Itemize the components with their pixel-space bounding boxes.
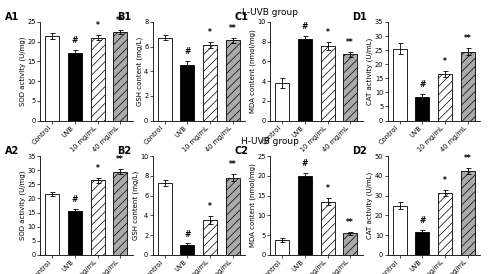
Bar xyxy=(90,180,104,255)
Bar xyxy=(203,45,217,121)
Bar xyxy=(298,39,312,121)
Text: *: * xyxy=(96,164,100,173)
Text: B1: B1 xyxy=(118,12,132,22)
Y-axis label: SOD activity (U/mg): SOD activity (U/mg) xyxy=(20,36,26,106)
Text: B2: B2 xyxy=(118,146,132,156)
Y-axis label: MDA content (nmol/mg): MDA content (nmol/mg) xyxy=(250,29,256,113)
Bar xyxy=(343,233,357,255)
Bar xyxy=(438,193,452,255)
Bar xyxy=(68,211,82,255)
Text: #: # xyxy=(184,230,190,239)
Text: D1: D1 xyxy=(352,12,367,22)
Text: C2: C2 xyxy=(235,146,249,156)
Bar xyxy=(320,202,334,255)
Bar xyxy=(46,36,60,121)
Text: H-UVB group: H-UVB group xyxy=(241,137,299,146)
Bar xyxy=(180,245,194,255)
Text: #: # xyxy=(302,159,308,168)
Bar xyxy=(276,240,289,255)
Bar xyxy=(416,232,430,255)
Bar xyxy=(393,49,407,121)
Y-axis label: GSH content (mg/L): GSH content (mg/L) xyxy=(132,171,138,240)
Bar xyxy=(46,194,60,255)
Text: **: ** xyxy=(346,38,354,47)
Text: #: # xyxy=(420,80,426,89)
Text: D2: D2 xyxy=(352,146,367,156)
Y-axis label: CAT activity (U/mL): CAT activity (U/mL) xyxy=(367,38,374,105)
Text: A2: A2 xyxy=(5,146,19,156)
Bar xyxy=(416,97,430,121)
Text: *: * xyxy=(443,57,447,66)
Bar xyxy=(438,74,452,121)
Text: A1: A1 xyxy=(5,12,19,22)
Bar xyxy=(180,65,194,121)
Bar xyxy=(393,206,407,255)
Bar xyxy=(226,40,239,121)
Text: **: ** xyxy=(464,34,471,43)
Text: **: ** xyxy=(116,155,124,164)
Text: **: ** xyxy=(116,16,124,25)
Text: #: # xyxy=(72,36,78,45)
Y-axis label: MDA content (nmol/mg): MDA content (nmol/mg) xyxy=(250,164,256,247)
Text: *: * xyxy=(443,176,447,185)
Y-axis label: SOD activity (U/mg): SOD activity (U/mg) xyxy=(20,171,26,240)
Text: *: * xyxy=(96,21,100,30)
Bar xyxy=(320,45,334,121)
Y-axis label: CAT activity (U/mL): CAT activity (U/mL) xyxy=(367,172,374,239)
Text: #: # xyxy=(184,47,190,56)
Text: **: ** xyxy=(228,161,236,170)
Bar xyxy=(203,220,217,255)
Text: C1: C1 xyxy=(235,12,249,22)
Bar xyxy=(113,32,127,121)
Bar xyxy=(90,38,104,121)
Text: #: # xyxy=(72,195,78,204)
Text: *: * xyxy=(208,28,212,37)
Bar xyxy=(298,176,312,255)
Text: *: * xyxy=(326,28,330,37)
Y-axis label: GSH content (mg/L): GSH content (mg/L) xyxy=(136,37,142,106)
Text: *: * xyxy=(208,202,212,212)
Bar xyxy=(158,183,172,255)
Text: L-UVB group: L-UVB group xyxy=(242,8,298,17)
Text: #: # xyxy=(302,22,308,31)
Bar xyxy=(158,38,172,121)
Bar xyxy=(460,52,474,121)
Text: *: * xyxy=(326,184,330,193)
Bar xyxy=(113,172,127,255)
Bar xyxy=(343,55,357,121)
Bar xyxy=(226,178,239,255)
Text: **: ** xyxy=(346,218,354,227)
Text: **: ** xyxy=(464,154,471,163)
Bar xyxy=(276,83,289,121)
Bar xyxy=(68,53,82,121)
Text: **: ** xyxy=(228,24,236,33)
Bar xyxy=(460,171,474,255)
Text: #: # xyxy=(420,216,426,225)
